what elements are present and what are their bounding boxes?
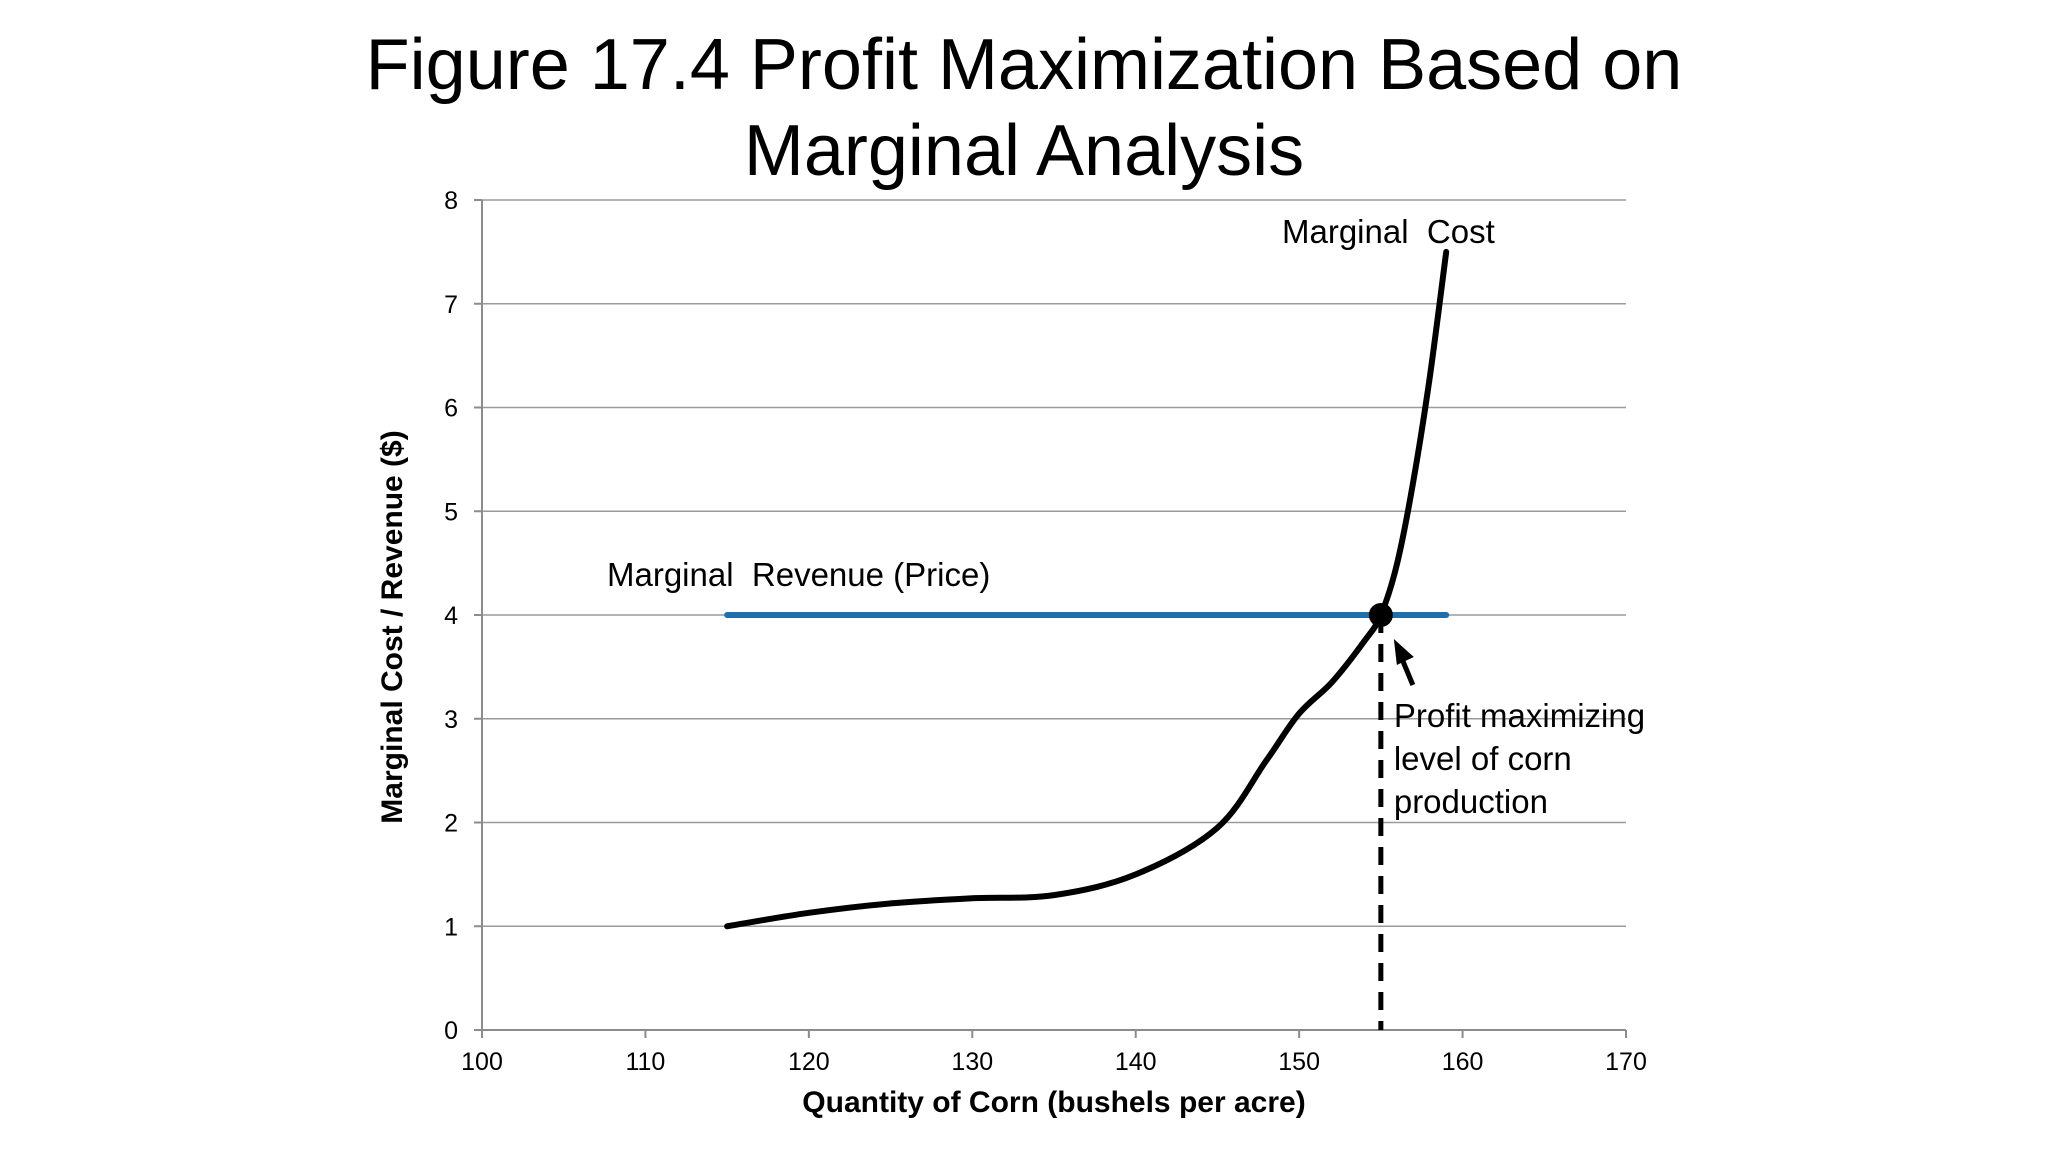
x-axis-title: Quantity of Corn (bushels per acre) (802, 1086, 1305, 1119)
y-tick-label-3: 3 (444, 706, 458, 734)
x-tick-label-130: 130 (951, 1048, 993, 1076)
x-tick-label-160: 160 (1442, 1048, 1484, 1076)
marginal-cost-curve (724, 248, 1450, 930)
marginal-cost-label: Marginal Cost (1282, 213, 1495, 250)
profit-annotation-line-2: level of corn (1394, 740, 1572, 777)
y-tick-label-5: 5 (444, 498, 458, 526)
y-tick-label-2: 2 (444, 810, 458, 838)
x-tick-label-120: 120 (788, 1048, 830, 1076)
intersection-point (1368, 603, 1393, 627)
y-tick-label-0: 0 (444, 1017, 458, 1045)
y-tick-label-6: 6 (444, 395, 458, 423)
profit-annotation-line-3: production (1394, 783, 1548, 820)
y-tick-label-7: 7 (444, 291, 458, 319)
y-tick-label-8: 8 (444, 187, 458, 215)
x-tick-label-110: 110 (625, 1048, 665, 1076)
tick-labels: 0 1 2 3 4 5 6 7 8 100 110 120 130 140 150 160 170 (444, 187, 1647, 1076)
slide-title: Figure 17.4 Profit Maximization Based on… (365, 25, 1683, 191)
profit-annotation-line-1: Profit maximizing (1394, 697, 1645, 734)
y-tick-label-4: 4 (444, 602, 458, 630)
x-tick-label-150: 150 (1278, 1048, 1320, 1076)
x-tick-label-170: 170 (1605, 1048, 1647, 1076)
marginal-revenue-label: Marginal Revenue (Price) (607, 556, 990, 593)
y-tick-label-1: 1 (444, 913, 458, 941)
y-axis-title: Marginal Cost / Revenue ($) (376, 430, 409, 823)
annotation-arrow-head (1393, 639, 1414, 665)
annotations (1393, 639, 1416, 686)
series (724, 248, 1450, 1030)
x-tick-label-140: 140 (1115, 1048, 1157, 1076)
x-tick-label-100: 100 (461, 1048, 503, 1076)
